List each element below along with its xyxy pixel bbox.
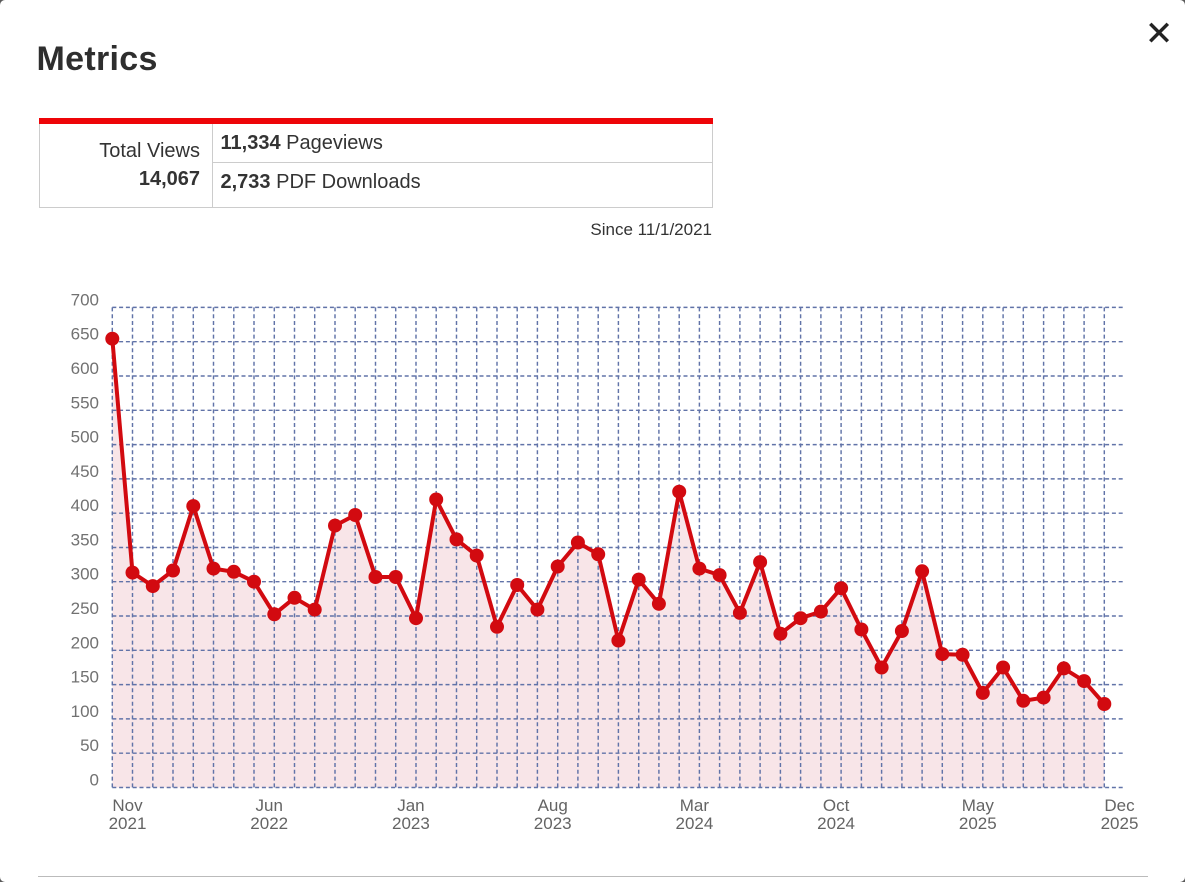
svg-text:600: 600	[71, 359, 99, 378]
svg-text:650: 650	[71, 325, 99, 344]
svg-text:2025: 2025	[1101, 814, 1139, 833]
svg-text:450: 450	[71, 462, 99, 481]
svg-text:2021: 2021	[109, 814, 147, 833]
svg-text:Mar: Mar	[680, 796, 710, 815]
svg-text:250: 250	[71, 599, 99, 618]
svg-text:Oct: Oct	[823, 796, 850, 815]
svg-text:500: 500	[71, 428, 99, 447]
svg-text:May: May	[962, 796, 995, 815]
svg-text:350: 350	[71, 531, 99, 550]
svg-text:2022: 2022	[250, 814, 288, 833]
svg-text:Jan: Jan	[397, 796, 424, 815]
svg-text:Nov: Nov	[112, 796, 143, 815]
svg-text:2025: 2025	[959, 814, 997, 833]
svg-text:2023: 2023	[534, 814, 572, 833]
svg-text:550: 550	[71, 393, 99, 412]
svg-text:50: 50	[80, 736, 99, 755]
svg-text:400: 400	[71, 496, 99, 515]
svg-text:200: 200	[71, 633, 99, 652]
svg-text:100: 100	[71, 702, 99, 721]
svg-text:2024: 2024	[675, 814, 713, 833]
svg-text:2024: 2024	[817, 814, 855, 833]
svg-text:Jun: Jun	[255, 796, 282, 815]
svg-text:150: 150	[71, 668, 99, 687]
svg-text:2023: 2023	[392, 814, 430, 833]
svg-text:Dec: Dec	[1104, 796, 1135, 815]
svg-text:700: 700	[71, 290, 99, 309]
svg-text:0: 0	[90, 771, 99, 790]
svg-text:300: 300	[71, 565, 99, 584]
svg-text:Aug: Aug	[538, 796, 568, 815]
